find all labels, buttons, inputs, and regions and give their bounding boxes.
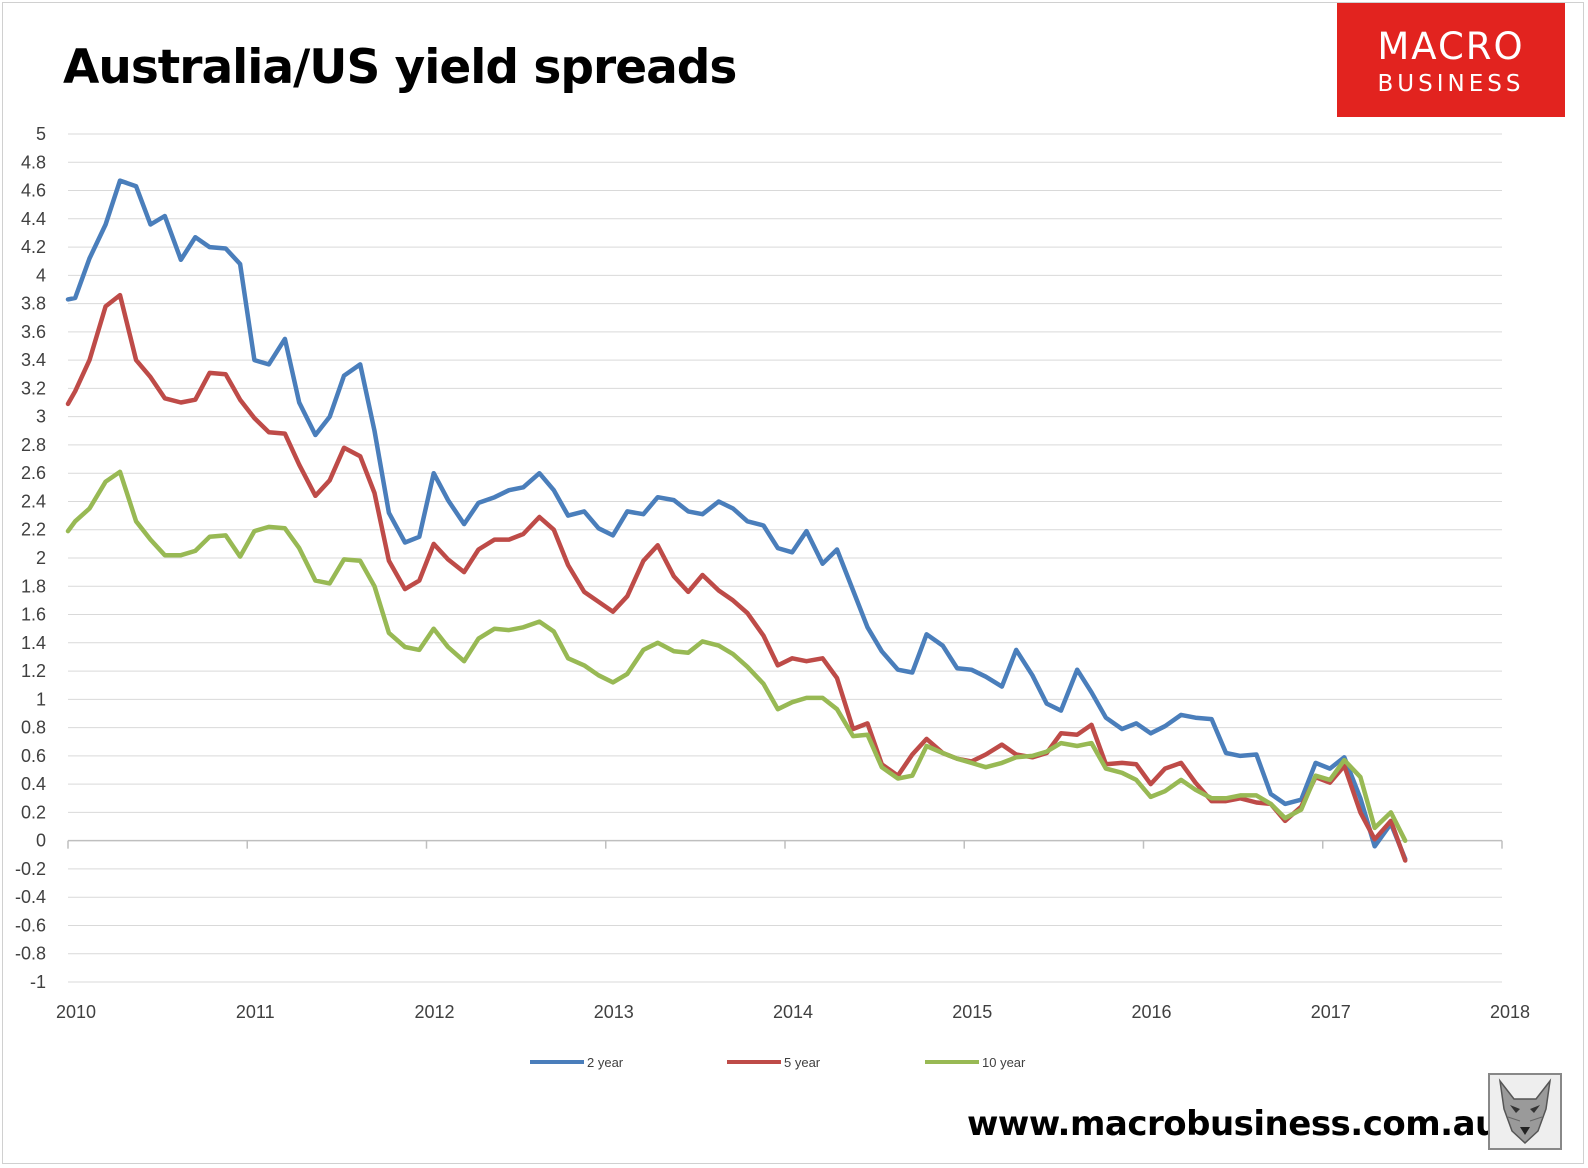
chart-title: Australia/US yield spreads (63, 40, 737, 95)
x-tick-label: 2011 (236, 1002, 275, 1022)
y-tick-label: 2 (36, 548, 46, 568)
series-line-2-year (65, 178, 1408, 862)
x-tick-label: 2017 (1311, 1002, 1351, 1022)
y-tick-label: 0.8 (21, 718, 46, 738)
y-tick-label: 4.6 (21, 181, 46, 201)
x-tick-label: 2018 (1490, 1002, 1530, 1022)
y-tick-label: 3.2 (21, 378, 46, 398)
y-tick-label: 4 (36, 265, 46, 285)
y-tick-label: 2.6 (21, 463, 46, 483)
series-line-10-year (65, 469, 1408, 843)
y-tick-label: -0.6 (15, 915, 46, 935)
legend-label: 5 year (784, 1055, 821, 1070)
x-tick-label: 2016 (1131, 1002, 1171, 1022)
x-tick-label: 2010 (56, 1002, 96, 1022)
footer-url: www.macrobusiness.com.au (967, 1104, 1499, 1144)
y-tick-label: 3.8 (21, 294, 46, 314)
wolf-icon (1488, 1073, 1562, 1150)
y-tick-label: 4.4 (21, 209, 46, 229)
x-tick-label: 2015 (952, 1002, 992, 1022)
legend-label: 10 year (982, 1055, 1026, 1070)
y-tick-label: 1.4 (21, 633, 46, 653)
legend-label: 2 year (587, 1055, 624, 1070)
y-tick-label: 3.4 (21, 350, 46, 370)
y-tick-label: 2.2 (21, 520, 46, 540)
y-tick-label: 3.6 (21, 322, 46, 342)
y-tick-label: 0 (36, 831, 46, 851)
y-tick-label: 1.8 (21, 576, 46, 596)
y-tick-label: 1 (36, 689, 46, 709)
y-tick-label: 2.4 (21, 491, 46, 511)
x-tick-label: 2012 (414, 1002, 454, 1022)
y-tick-label: 2.8 (21, 435, 46, 455)
y-tick-label: 4.2 (21, 237, 46, 257)
y-tick-label: 3 (36, 407, 46, 427)
brand-line-2: BUSINESS (1377, 71, 1525, 97)
y-tick-label: 0.6 (21, 746, 46, 766)
y-tick-label: 1.6 (21, 605, 46, 625)
y-tick-label: 5 (36, 124, 46, 144)
y-tick-label: 0.2 (21, 802, 46, 822)
brand-logo: MACRO BUSINESS (1337, 3, 1565, 117)
series-line-5-year (65, 292, 1408, 863)
brand-line-1: MACRO (1377, 25, 1525, 68)
y-tick-label: -0.8 (15, 944, 46, 964)
x-tick-label: 2013 (594, 1002, 634, 1022)
y-tick-label: 1.2 (21, 661, 46, 681)
x-tick-label: 2014 (773, 1002, 813, 1022)
y-tick-label: -0.4 (15, 887, 46, 907)
y-tick-label: 0.4 (21, 774, 46, 794)
y-tick-label: 4.8 (21, 152, 46, 172)
y-tick-label: -1 (30, 972, 46, 992)
y-tick-label: -0.2 (15, 859, 46, 879)
